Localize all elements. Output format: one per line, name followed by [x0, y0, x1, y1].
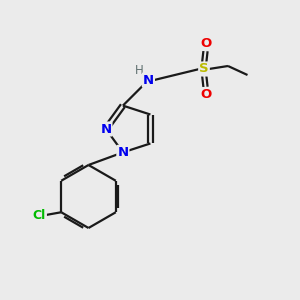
Text: N: N — [117, 146, 128, 159]
Text: H: H — [134, 64, 143, 77]
Text: N: N — [100, 122, 112, 136]
Text: S: S — [199, 62, 209, 76]
Text: O: O — [200, 37, 211, 50]
Text: Cl: Cl — [33, 209, 46, 222]
Text: N: N — [143, 74, 154, 87]
Text: O: O — [200, 88, 211, 101]
